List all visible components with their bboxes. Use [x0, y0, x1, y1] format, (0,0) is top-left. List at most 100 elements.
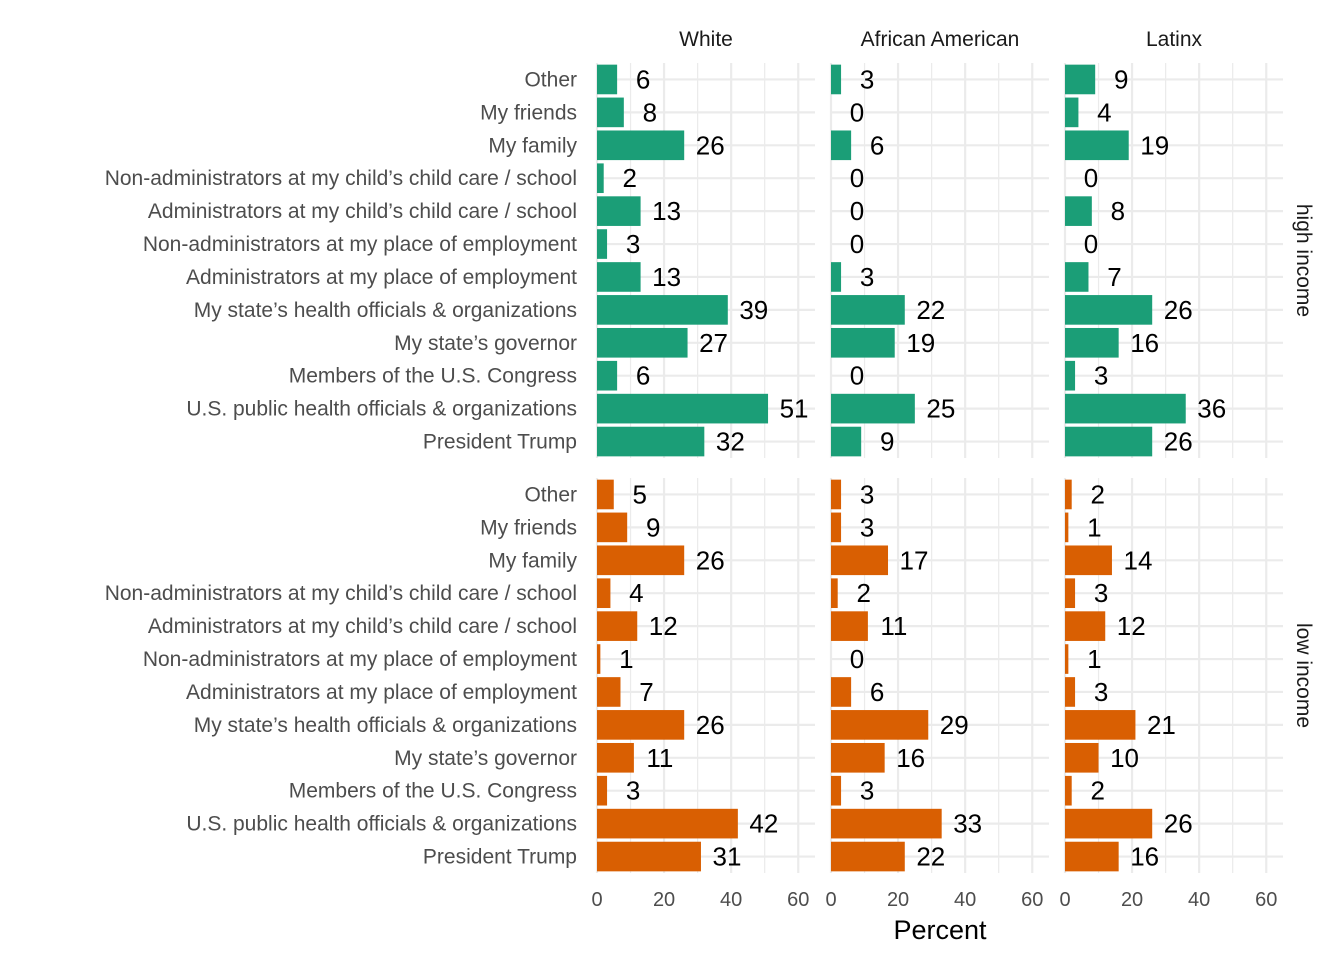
value-label-administrators-at-my-place-of-employment: 6 [870, 677, 884, 707]
value-label-my-friends: 4 [1097, 97, 1111, 127]
value-label-u-s-public-health-officials-organizations: 33 [953, 809, 982, 839]
x-tick-label: 0 [591, 889, 602, 911]
value-label-members-of-the-u-s-congress: 3 [626, 776, 640, 806]
value-label-members-of-the-u-s-congress: 0 [850, 361, 864, 391]
value-label-members-of-the-u-s-congress: 3 [1094, 361, 1108, 391]
bar-my-state-s-health-officials-organizations [831, 295, 905, 325]
bar-administrators-at-my-place-of-employment [1065, 677, 1075, 707]
value-label-u-s-public-health-officials-organizations: 51 [780, 394, 809, 424]
value-label-other: 5 [633, 479, 647, 509]
bar-my-friends [597, 98, 624, 128]
bar-u-s-public-health-officials-organizations [831, 394, 915, 424]
bar-my-friends [831, 513, 841, 543]
facet-label-white: White [679, 28, 733, 51]
value-label-non-administrators-at-my-child-s-child-care-school: 3 [1094, 578, 1108, 608]
value-label-my-family: 19 [1140, 130, 1169, 160]
x-tick-label: 0 [825, 889, 836, 911]
value-label-non-administrators-at-my-child-s-child-care-school: 2 [622, 163, 636, 193]
value-label-non-administrators-at-my-place-of-employment: 1 [1087, 644, 1101, 674]
bar-members-of-the-u-s-congress [831, 776, 841, 806]
value-label-non-administrators-at-my-place-of-employment: 0 [1084, 229, 1098, 259]
bar-my-state-s-health-officials-organizations [597, 710, 684, 740]
category-label-my-state-s-health-officials-organizations: My state’s health officials & organizati… [194, 299, 577, 322]
value-label-president-trump: 32 [716, 427, 745, 457]
bar-administrators-at-my-place-of-employment [597, 677, 620, 707]
panel-high-income-african-american [831, 65, 915, 457]
bar-other [1065, 480, 1072, 510]
panel-high-income-latinx [1065, 65, 1186, 457]
x-tick-label: 60 [1021, 889, 1043, 911]
bar-administrators-at-my-child-s-child-care-school [831, 611, 868, 641]
bar-administrators-at-my-child-s-child-care-school [1065, 196, 1092, 226]
bar-administrators-at-my-child-s-child-care-school [597, 196, 641, 226]
value-label-my-state-s-health-officials-organizations: 29 [940, 710, 969, 740]
category-label-non-administrators-at-my-place-of-employment: Non-administrators at my place of employ… [143, 648, 577, 671]
value-label-u-s-public-health-officials-organizations: 36 [1197, 394, 1226, 424]
bar-non-administrators-at-my-place-of-employment [597, 229, 607, 259]
category-label-administrators-at-my-child-s-child-care-school: Administrators at my child’s child care … [148, 615, 577, 638]
bar-administrators-at-my-place-of-employment [1065, 262, 1088, 292]
value-label-my-state-s-governor: 19 [906, 328, 935, 358]
bar-president-trump [1065, 427, 1152, 457]
bar-other [597, 480, 614, 510]
bar-administrators-at-my-place-of-employment [831, 677, 851, 707]
panel-low-income-white [597, 480, 738, 872]
value-label-members-of-the-u-s-congress: 6 [636, 361, 650, 391]
value-label-non-administrators-at-my-child-s-child-care-school: 4 [629, 578, 643, 608]
bar-my-state-s-governor [1065, 328, 1119, 358]
bar-my-family [597, 545, 684, 575]
value-label-administrators-at-my-child-s-child-care-school: 8 [1111, 196, 1125, 226]
value-label-my-state-s-governor: 10 [1110, 743, 1139, 773]
value-label-administrators-at-my-child-s-child-care-school: 0 [850, 196, 864, 226]
x-tick-label: 60 [1255, 889, 1277, 911]
value-label-my-state-s-health-officials-organizations: 22 [916, 295, 945, 325]
bar-members-of-the-u-s-congress [597, 776, 607, 806]
category-labels-low-income: OtherMy friendsMy familyNon-administrato… [105, 483, 578, 868]
facet-label-latinx: Latinx [1146, 28, 1203, 51]
category-label-my-friends: My friends [480, 101, 577, 124]
bar-non-administrators-at-my-child-s-child-care-school [597, 163, 604, 193]
value-label-my-family: 17 [900, 545, 929, 575]
category-label-non-administrators-at-my-child-s-child-care-school: Non-administrators at my child’s child c… [105, 167, 577, 190]
category-label-u-s-public-health-officials-organizations: U.S. public health officials & organizat… [186, 398, 577, 421]
x-tick-label: 20 [887, 889, 909, 911]
value-label-president-trump: 9 [880, 427, 894, 457]
value-label-my-state-s-health-officials-organizations: 26 [1164, 295, 1193, 325]
value-label-non-administrators-at-my-place-of-employment: 3 [626, 229, 640, 259]
value-label-other: 3 [860, 64, 874, 94]
label-layer: 6826213313392765132306000322190259941908… [105, 28, 1315, 911]
value-label-my-state-s-governor: 27 [699, 328, 728, 358]
bar-u-s-public-health-officials-organizations [1065, 394, 1186, 424]
bar-u-s-public-health-officials-organizations [1065, 809, 1152, 839]
value-label-president-trump: 22 [916, 842, 945, 872]
value-label-my-friends: 0 [850, 97, 864, 127]
bar-u-s-public-health-officials-organizations [597, 809, 738, 839]
bar-my-family [831, 545, 888, 575]
value-label-administrators-at-my-child-s-child-care-school: 12 [649, 611, 678, 641]
category-label-members-of-the-u-s-congress: Members of the U.S. Congress [289, 365, 577, 388]
value-label-administrators-at-my-child-s-child-care-school: 12 [1117, 611, 1146, 641]
panel-low-income-latinx [1065, 480, 1152, 872]
value-label-my-family: 26 [696, 545, 725, 575]
value-label-other: 9 [1114, 64, 1128, 94]
value-label-president-trump: 31 [713, 842, 742, 872]
bar-non-administrators-at-my-place-of-employment [597, 644, 600, 674]
value-label-my-state-s-governor: 16 [1130, 328, 1159, 358]
value-label-administrators-at-my-place-of-employment: 3 [1094, 677, 1108, 707]
bar-administrators-at-my-place-of-employment [597, 262, 641, 292]
value-label-administrators-at-my-child-s-child-care-school: 11 [880, 611, 907, 641]
category-label-president-trump: President Trump [423, 846, 577, 869]
bar-my-family [1065, 545, 1112, 575]
bar-president-trump [831, 427, 861, 457]
bar-president-trump [1065, 842, 1119, 872]
bar-my-state-s-health-officials-organizations [1065, 295, 1152, 325]
value-label-other: 3 [860, 479, 874, 509]
category-label-administrators-at-my-place-of-employment: Administrators at my place of employment [186, 266, 577, 289]
value-label-non-administrators-at-my-child-s-child-care-school: 0 [850, 163, 864, 193]
bar-other [597, 65, 617, 95]
value-label-my-state-s-health-officials-organizations: 21 [1147, 710, 1176, 740]
bar-president-trump [831, 842, 905, 872]
bar-my-state-s-health-officials-organizations [597, 295, 728, 325]
category-label-administrators-at-my-place-of-employment: Administrators at my place of employment [186, 681, 577, 704]
bar-my-family [1065, 130, 1129, 160]
